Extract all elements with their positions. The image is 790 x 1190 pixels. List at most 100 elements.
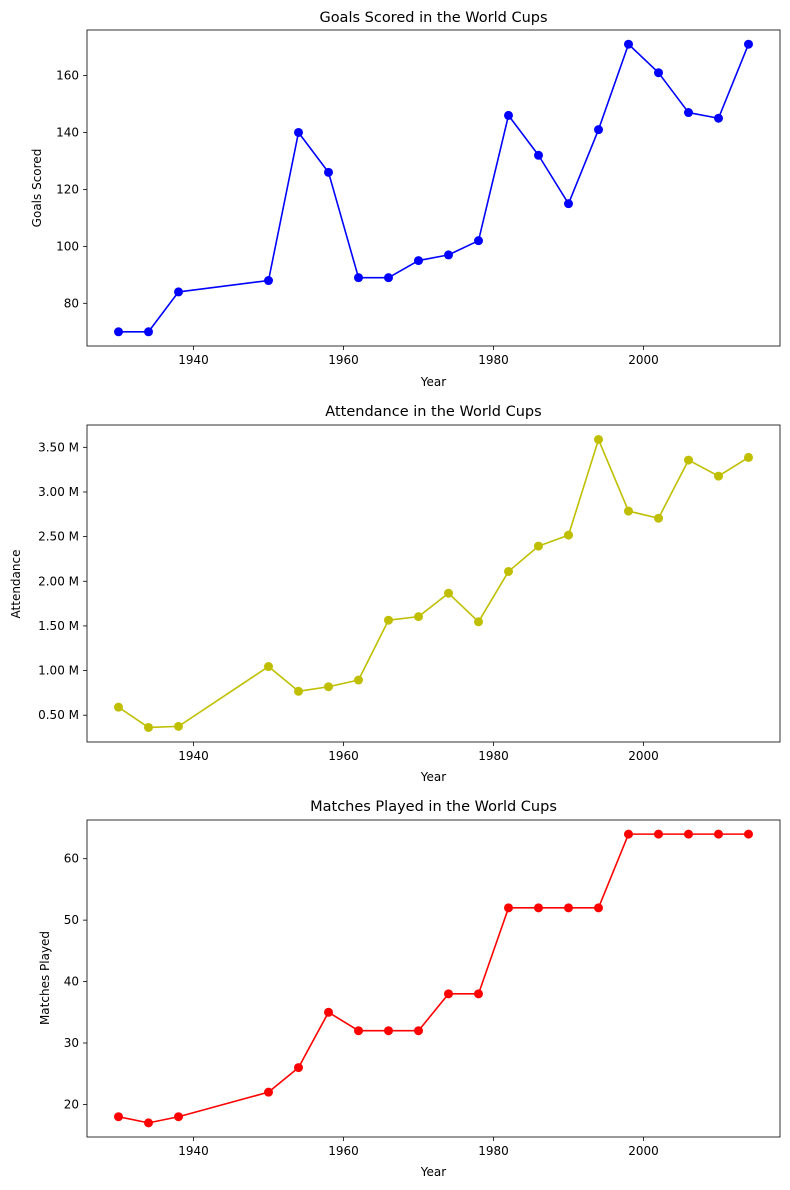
attendance-chart-xlabel: Year bbox=[420, 770, 446, 784]
matches-data-point bbox=[624, 829, 633, 839]
attendance-xtick-label: 1980 bbox=[478, 749, 509, 763]
attendance-data-point bbox=[264, 662, 273, 672]
attendance-data-point bbox=[444, 588, 453, 598]
matches-xtick-label: 2000 bbox=[628, 1144, 659, 1158]
attendance-ytick-label: 3.50 M bbox=[38, 440, 79, 454]
matches-data-point bbox=[444, 989, 453, 999]
goals-ytick-label: 160 bbox=[56, 69, 79, 83]
goals-data-point bbox=[444, 250, 453, 260]
goals-data-point bbox=[594, 125, 603, 135]
attendance-data-point bbox=[624, 506, 633, 516]
attendance-chart-title: Attendance in the World Cups bbox=[325, 404, 541, 420]
matches-data-point bbox=[294, 1063, 303, 1073]
goals-xtick-label: 1960 bbox=[328, 353, 359, 367]
goals-ytick-label: 100 bbox=[56, 239, 79, 253]
goals-data-point bbox=[684, 108, 693, 118]
goals-data-point bbox=[654, 68, 663, 78]
matches-data-point bbox=[714, 829, 723, 839]
matches-data-point bbox=[174, 1112, 183, 1122]
attendance-data-point bbox=[174, 721, 183, 731]
matches-xtick-label: 1940 bbox=[178, 1144, 209, 1158]
goals-data-point bbox=[294, 127, 303, 137]
matches-chart-xlabel: Year bbox=[420, 1165, 446, 1179]
attendance-xtick-label: 1940 bbox=[178, 749, 209, 763]
matches-data-point bbox=[324, 1007, 333, 1017]
matches-data-point bbox=[684, 829, 693, 839]
matches-ytick-label: 50 bbox=[64, 913, 79, 927]
goals-data-point bbox=[564, 199, 573, 209]
matches-ytick-label: 40 bbox=[64, 975, 79, 989]
goals-chart-title: Goals Scored in the World Cups bbox=[319, 10, 547, 26]
attendance-data-point bbox=[414, 612, 423, 622]
attendance-ytick-label: 0.50 M bbox=[38, 708, 79, 722]
goals-data-point bbox=[144, 327, 153, 337]
matches-xtick-label: 1980 bbox=[478, 1144, 509, 1158]
goals-data-point bbox=[414, 256, 423, 266]
matches-chart: Matches Played in the World Cups Year Ma… bbox=[38, 799, 781, 1179]
matches-data-point bbox=[534, 903, 543, 913]
goals-chart-ylabel: Goals Scored bbox=[30, 149, 44, 228]
goals-chart-xlabel: Year bbox=[420, 375, 446, 389]
goals-data-point bbox=[174, 287, 183, 297]
matches-data-point bbox=[354, 1026, 363, 1036]
goals-xtick-label: 1980 bbox=[478, 353, 509, 367]
attendance-chart-ylabel: Attendance bbox=[9, 550, 23, 619]
matches-chart-title: Matches Played in the World Cups bbox=[310, 799, 557, 815]
attendance-data-point bbox=[324, 682, 333, 692]
goals-data-point bbox=[744, 39, 753, 49]
attendance-data-point bbox=[594, 435, 603, 445]
goals-ytick-label: 120 bbox=[56, 182, 79, 196]
goals-xtick-label: 2000 bbox=[628, 353, 659, 367]
attendance-data-point bbox=[564, 530, 573, 540]
attendance-data-point bbox=[474, 617, 483, 627]
attendance-data-point bbox=[654, 513, 663, 523]
attendance-axes-frame bbox=[86, 424, 781, 743]
matches-axes-frame bbox=[86, 819, 781, 1138]
attendance-data-point bbox=[384, 615, 393, 625]
goals-series-line bbox=[118, 43, 750, 333]
matches-chart-ylabel: Matches Played bbox=[38, 931, 52, 1025]
matches-ytick-label: 20 bbox=[64, 1097, 79, 1111]
attendance-data-point bbox=[504, 566, 513, 576]
matches-data-point bbox=[114, 1112, 123, 1122]
goals-data-point bbox=[624, 39, 633, 49]
attendance-ytick-label: 2.50 M bbox=[38, 530, 79, 544]
matches-data-point bbox=[564, 903, 573, 913]
goals-data-point bbox=[354, 273, 363, 283]
goals-data-point bbox=[714, 113, 723, 123]
attendance-xtick-label: 1960 bbox=[328, 749, 359, 763]
matches-xtick-label: 1960 bbox=[328, 1144, 359, 1158]
matches-ytick-label: 60 bbox=[64, 852, 79, 866]
attendance-data-point bbox=[354, 675, 363, 685]
goals-chart: Goals Scored in the World Cups Year Goal… bbox=[30, 10, 781, 389]
attendance-data-point bbox=[294, 686, 303, 696]
goals-axes-frame bbox=[86, 29, 781, 347]
matches-data-point bbox=[384, 1026, 393, 1036]
goals-data-point bbox=[114, 327, 123, 337]
attendance-chart: Attendance in the World Cups Year Attend… bbox=[9, 404, 781, 784]
goals-ytick-label: 80 bbox=[64, 296, 79, 310]
attendance-data-point bbox=[744, 452, 753, 462]
goals-data-point bbox=[384, 273, 393, 283]
goals-ytick-label: 140 bbox=[56, 125, 79, 139]
matches-data-point bbox=[474, 989, 483, 999]
attendance-ytick-label: 3.00 M bbox=[38, 485, 79, 499]
attendance-series-line bbox=[118, 438, 749, 729]
attendance-xtick-label: 2000 bbox=[628, 749, 659, 763]
matches-ytick-label: 30 bbox=[64, 1036, 79, 1050]
attendance-data-point bbox=[684, 455, 693, 465]
goals-data-point bbox=[324, 167, 333, 177]
goals-data-point bbox=[534, 150, 543, 160]
attendance-ytick-label: 1.00 M bbox=[38, 664, 79, 678]
attendance-ytick-label: 2.00 M bbox=[38, 574, 79, 588]
matches-data-point bbox=[264, 1087, 273, 1097]
matches-data-point bbox=[414, 1026, 423, 1036]
attendance-data-point bbox=[144, 722, 153, 732]
matches-series-line bbox=[118, 833, 749, 1124]
attendance-data-point bbox=[714, 471, 723, 481]
matches-data-point bbox=[744, 829, 753, 839]
goals-data-point bbox=[264, 276, 273, 286]
attendance-data-point bbox=[534, 541, 543, 551]
matches-data-point bbox=[594, 903, 603, 913]
